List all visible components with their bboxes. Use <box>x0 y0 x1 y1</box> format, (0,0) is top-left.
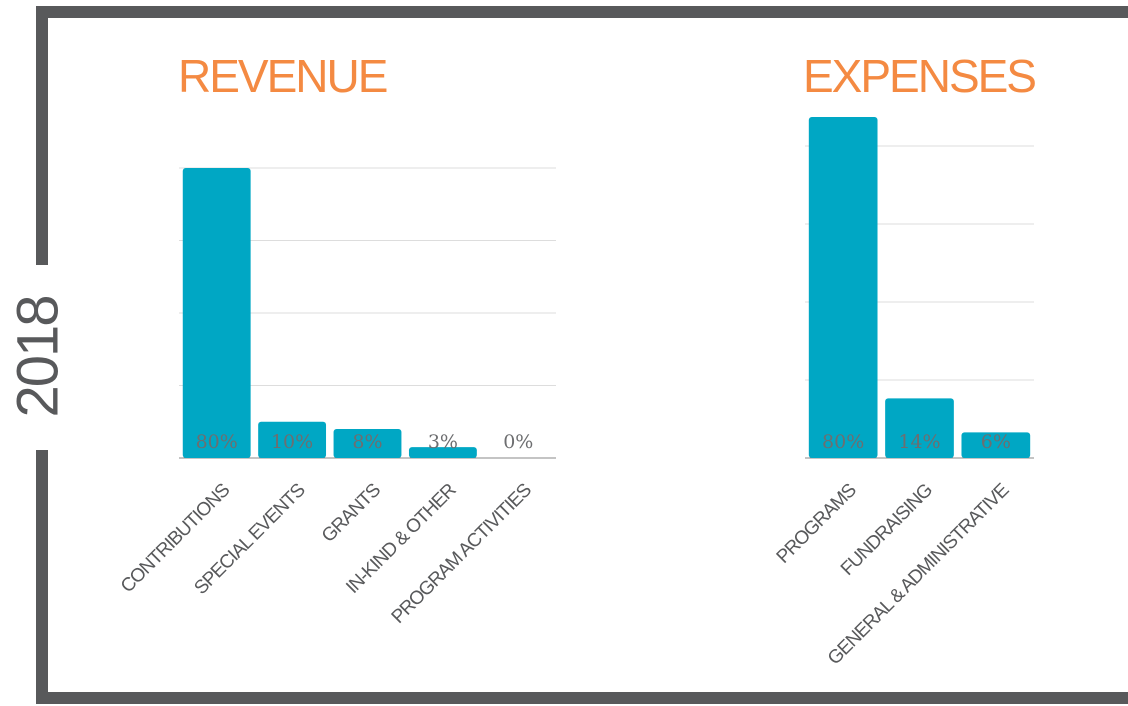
value-label: 10% <box>271 431 313 453</box>
chart-title: REVENUE <box>178 50 387 102</box>
bar <box>182 168 251 458</box>
value-label: 0% <box>503 431 533 453</box>
x-tick-label: GRANTS <box>318 480 385 547</box>
x-tick-label: PROGRAM ACTIVITIES <box>388 480 536 628</box>
bar <box>258 421 327 458</box>
chart-title: EXPENSES <box>803 50 1035 102</box>
bar <box>408 447 477 458</box>
bar <box>961 432 1031 458</box>
year-label: 2018 <box>5 296 70 417</box>
bar <box>808 117 878 458</box>
value-label: 14% <box>898 431 940 453</box>
value-label: 8% <box>352 431 382 453</box>
bar <box>885 398 954 458</box>
value-label: 3% <box>428 431 458 453</box>
value-label: 6% <box>981 431 1011 453</box>
bar <box>333 429 402 458</box>
value-label: 80% <box>822 431 864 453</box>
value-label: 80% <box>196 431 238 453</box>
frame <box>36 6 1128 704</box>
